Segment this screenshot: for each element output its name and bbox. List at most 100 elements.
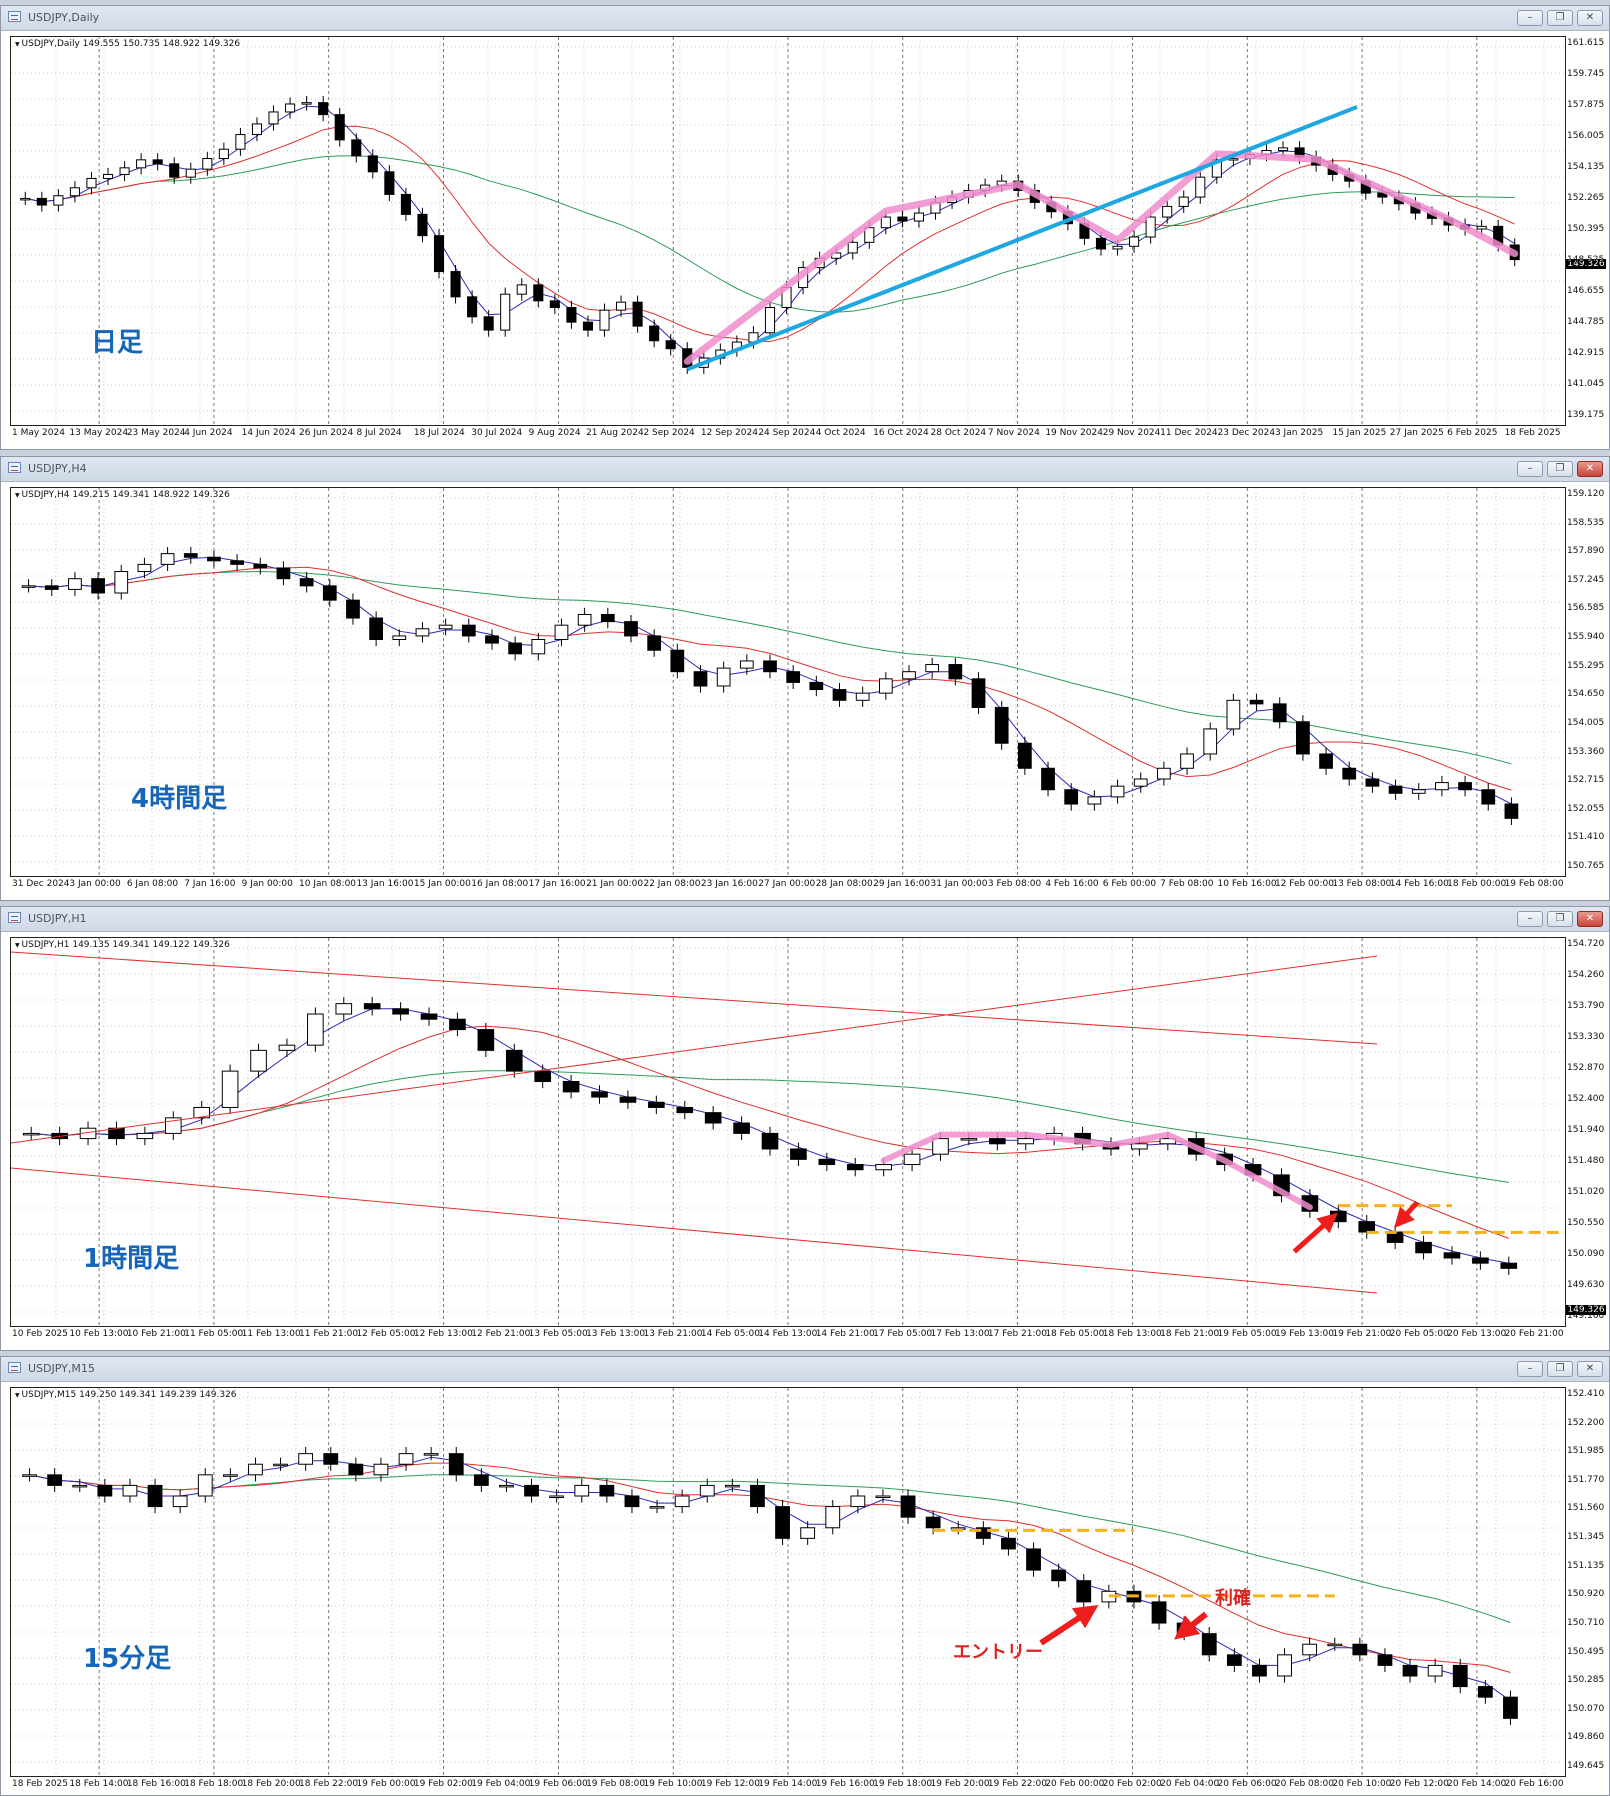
time-axis-label: 19 Feb 02:00 — [413, 1779, 473, 1789]
maximize-button[interactable]: ❐ — [1547, 461, 1573, 477]
minimize-button[interactable]: – — [1517, 911, 1543, 927]
time-axis-label: 31 Jan 00:00 — [930, 879, 988, 889]
candlestick — [276, 561, 291, 586]
candlestick — [68, 572, 82, 597]
candle-body — [994, 706, 1009, 744]
candlestick — [1503, 1690, 1518, 1725]
close-button[interactable]: ✕ — [1577, 911, 1603, 927]
candlestick — [202, 151, 213, 176]
time-axis-label: 18 Feb 18:00 — [184, 1779, 244, 1789]
candle-body — [473, 1474, 489, 1486]
candle-body — [1342, 767, 1357, 780]
candle-body — [222, 1474, 238, 1477]
time-axis-label: 12 Feb 13:00 — [413, 1329, 473, 1339]
time-axis-label: 9 Jan 00:00 — [241, 879, 293, 889]
window-titlebar[interactable]: USDJPY,Daily – ❐ ✕ — [1, 6, 1609, 31]
candle-body — [516, 284, 527, 295]
candles — [22, 1447, 1518, 1725]
symbol-info: USDJPY,H1 149.135 149.341 149.122 149.32… — [15, 940, 232, 950]
chart-window-icon — [8, 462, 21, 473]
candlestick — [348, 1457, 364, 1482]
candle-body — [582, 321, 594, 331]
close-button[interactable]: ✕ — [1577, 461, 1603, 477]
candle-body — [137, 563, 152, 573]
minimize-button[interactable]: – — [1517, 1361, 1543, 1377]
time-axis-label: 19 Feb 13:00 — [1274, 1329, 1334, 1339]
maximize-button[interactable]: ❐ — [1547, 911, 1573, 927]
candlestick — [22, 1126, 40, 1141]
moving-average-mid — [25, 125, 1515, 343]
time-axis-label: 13 Feb 08:00 — [1332, 879, 1392, 889]
candlestick — [1226, 1648, 1242, 1673]
candle-body — [1252, 1664, 1267, 1677]
candle-body — [169, 163, 180, 178]
candle-body — [825, 1506, 841, 1529]
chart-plot-area[interactable]: USDJPY,M15 149.250 149.341 149.239 149.3… — [10, 1387, 1566, 1777]
candle-body — [369, 617, 383, 640]
chart-window-daily[interactable]: USDJPY,Daily – ❐ ✕ USDJPY,Daily 149.555 … — [0, 5, 1610, 450]
time-axis-label: 18 Feb 05:00 — [1045, 1329, 1105, 1339]
candlestick — [600, 607, 615, 629]
candle-body — [483, 316, 494, 331]
candlestick — [114, 564, 129, 600]
price-axis-label: 158.535 — [1567, 517, 1605, 528]
candle-body — [69, 187, 80, 197]
candle-body — [136, 159, 147, 169]
time-axis-label: 11 Dec 2024 — [1160, 428, 1218, 438]
candle-body — [1452, 1664, 1468, 1688]
price-axis-label: 157.245 — [1567, 574, 1605, 585]
candlestick — [72, 1478, 88, 1493]
price-axis-label: 152.200 — [1567, 1417, 1605, 1428]
candlestick — [369, 611, 383, 647]
chart-window-m15[interactable]: USDJPY,M15 – ❐ ✕ USDJPY,M15 149.250 149.… — [0, 1356, 1610, 1796]
candlestick — [273, 1457, 288, 1471]
chart-window-h4[interactable]: USDJPY,H4 – ❐ ✕ USDJPY,H4 149.215 149.34… — [0, 456, 1610, 901]
candle-body — [1358, 1221, 1376, 1233]
time-axis-label: 20 Feb 14:00 — [1447, 1779, 1507, 1789]
candle-body — [250, 1049, 267, 1072]
price-axis-label: 154.005 — [1567, 717, 1605, 728]
candle-body — [1131, 1143, 1148, 1150]
minimize-button[interactable]: – — [1517, 10, 1543, 26]
chart-plot-area[interactable]: USDJPY,H4 149.215 149.341 148.922 149.32… — [10, 487, 1566, 877]
candlestick — [649, 1499, 665, 1514]
time-axis-label: 17 Jan 16:00 — [528, 879, 586, 889]
chart-window-h1[interactable]: USDJPY,H1 – ❐ ✕ USDJPY,H1 149.135 149.34… — [0, 906, 1610, 1351]
window-titlebar[interactable]: USDJPY,H4 – ❐ ✕ — [1, 457, 1609, 482]
candlestick — [846, 1157, 864, 1177]
candle-body — [1277, 1654, 1292, 1677]
minimize-button[interactable]: – — [1517, 461, 1543, 477]
price-axis-label: 155.295 — [1567, 660, 1605, 671]
candle-body — [599, 309, 610, 331]
candlestick — [433, 229, 445, 279]
candle-body — [285, 103, 296, 113]
candle-body — [322, 585, 337, 601]
candle-body — [392, 635, 407, 640]
chart-plot-area[interactable]: USDJPY,Daily 149.555 150.735 148.922 149… — [10, 36, 1566, 426]
candle-body — [485, 635, 499, 644]
candlestick — [704, 1106, 722, 1130]
window-title: USDJPY,H4 — [28, 462, 87, 475]
time-axis-label: 18 Feb 14:00 — [69, 1779, 129, 1789]
chart-plot-area[interactable]: USDJPY,H1 149.135 149.341 149.122 149.32… — [10, 937, 1566, 1327]
window-titlebar[interactable]: USDJPY,M15 – ❐ ✕ — [1, 1357, 1609, 1382]
maximize-button[interactable]: ❐ — [1547, 1361, 1573, 1377]
price-axis-label: 150.285 — [1567, 1675, 1605, 1686]
candlestick — [467, 290, 478, 324]
candle-body — [704, 1112, 722, 1124]
time-axis-label: 12 Feb 00:00 — [1274, 879, 1334, 889]
candlestick — [975, 1521, 991, 1545]
candle-body — [1157, 767, 1171, 780]
candlestick — [500, 287, 511, 337]
candle-body — [392, 1008, 409, 1015]
candlestick — [632, 295, 643, 333]
candlestick — [473, 1468, 489, 1493]
pink-wave-line — [683, 150, 1519, 365]
candlestick — [549, 294, 560, 315]
candlestick — [97, 1478, 113, 1503]
close-button[interactable]: ✕ — [1577, 1361, 1603, 1377]
close-button[interactable]: ✕ — [1577, 10, 1603, 26]
price-axis-label: 149.160 — [1567, 1311, 1605, 1321]
maximize-button[interactable]: ❐ — [1547, 10, 1573, 26]
window-titlebar[interactable]: USDJPY,H1 – ❐ ✕ — [1, 907, 1609, 932]
